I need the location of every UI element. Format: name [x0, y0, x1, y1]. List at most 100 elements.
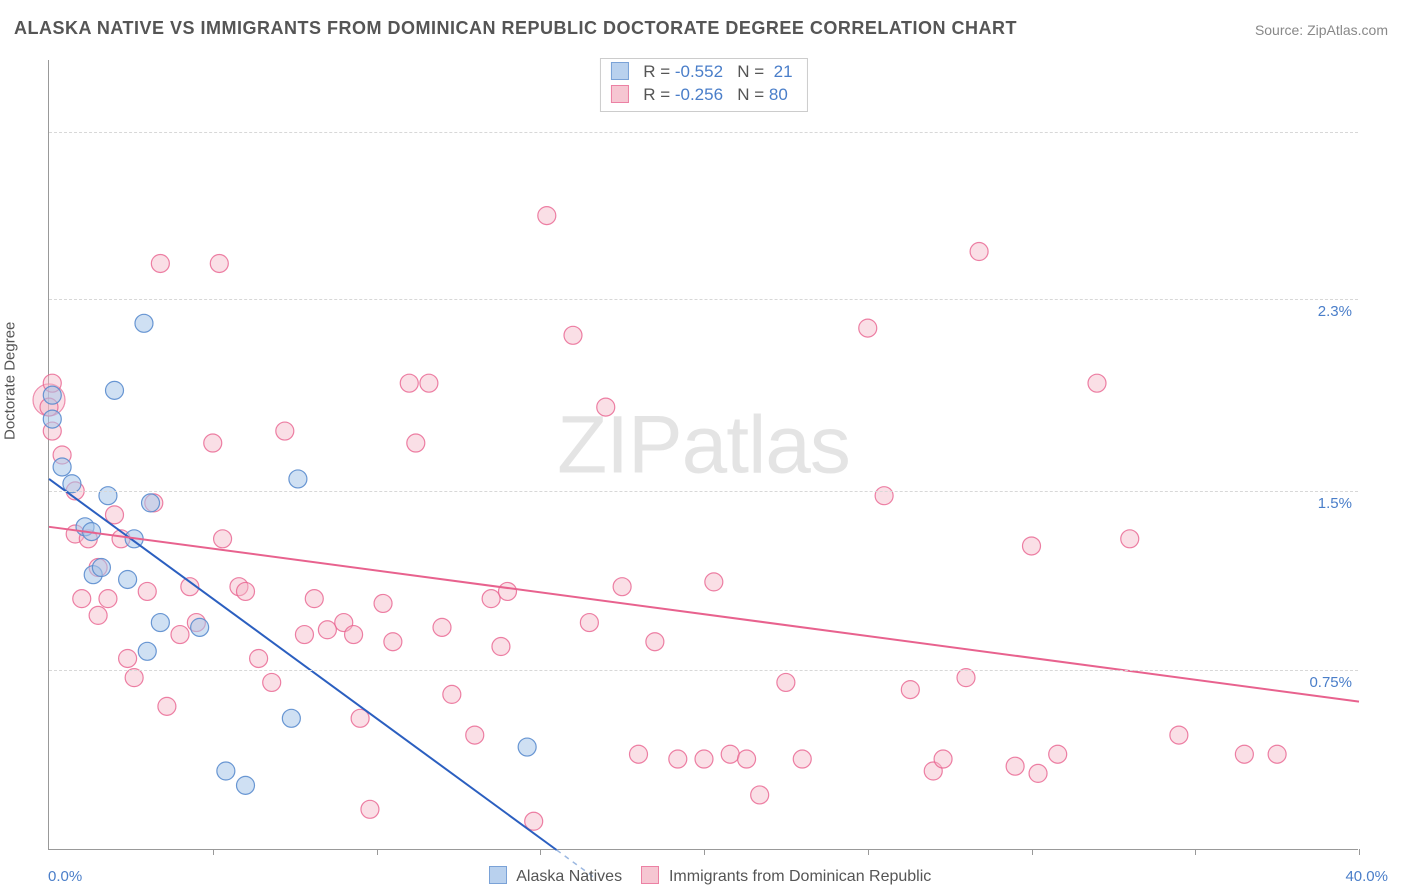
source-label: Source: ZipAtlas.com	[1255, 22, 1388, 38]
legend-swatch-pink	[610, 85, 628, 103]
scatter-point	[305, 590, 323, 608]
scatter-point	[210, 254, 228, 272]
x-tick	[377, 849, 378, 855]
r-value-2: -0.256	[675, 85, 723, 104]
scatter-point	[492, 638, 510, 656]
chart-svg	[49, 60, 1358, 849]
scatter-point	[433, 618, 451, 636]
n-value-2: 80	[769, 85, 788, 104]
scatter-point	[1023, 537, 1041, 555]
scatter-point	[518, 738, 536, 756]
x-tick	[868, 849, 869, 855]
scatter-point	[384, 633, 402, 651]
r-value-1: -0.552	[675, 62, 723, 81]
scatter-point	[482, 590, 500, 608]
scatter-point	[237, 582, 255, 600]
x-tick	[1359, 849, 1360, 855]
scatter-point	[263, 673, 281, 691]
n-label: N =	[728, 62, 769, 81]
scatter-point	[466, 726, 484, 744]
scatter-point	[630, 745, 648, 763]
x-tick	[1032, 849, 1033, 855]
scatter-point	[204, 434, 222, 452]
scatter-point	[217, 762, 235, 780]
scatter-point	[751, 786, 769, 804]
x-tick-max: 40.0%	[1345, 868, 1388, 885]
scatter-point	[138, 582, 156, 600]
scatter-point	[135, 314, 153, 332]
scatter-point	[361, 800, 379, 818]
scatter-point	[793, 750, 811, 768]
scatter-point	[420, 374, 438, 392]
scatter-point	[400, 374, 418, 392]
x-tick	[213, 849, 214, 855]
gridline	[49, 670, 1358, 671]
correlation-legend-box: R = -0.552 N = 21 R = -0.256 N = 80	[599, 58, 807, 112]
gridline	[49, 299, 1358, 300]
scatter-point	[669, 750, 687, 768]
scatter-point	[859, 319, 877, 337]
scatter-point	[276, 422, 294, 440]
scatter-point	[318, 621, 336, 639]
scatter-point	[646, 633, 664, 651]
scatter-point	[721, 745, 739, 763]
bottom-legend: Alaska Natives Immigrants from Dominican…	[0, 866, 1406, 886]
x-tick	[1195, 849, 1196, 855]
regression-line	[49, 527, 1359, 702]
legend-swatch-blue	[610, 62, 628, 80]
y-tick-label: 1.5%	[1318, 495, 1352, 512]
scatter-point	[191, 618, 209, 636]
scatter-point	[282, 709, 300, 727]
scatter-point	[538, 207, 556, 225]
scatter-point	[158, 697, 176, 715]
bottom-swatch-blue	[489, 866, 507, 884]
scatter-point	[250, 649, 268, 667]
scatter-point	[407, 434, 425, 452]
scatter-point	[138, 642, 156, 660]
y-tick-label: 2.3%	[1318, 303, 1352, 320]
scatter-point	[695, 750, 713, 768]
scatter-point	[289, 470, 307, 488]
scatter-point	[580, 614, 598, 632]
scatter-point	[151, 614, 169, 632]
scatter-point	[970, 243, 988, 261]
scatter-point	[99, 487, 117, 505]
scatter-point	[237, 776, 255, 794]
chart-title: ALASKA NATIVE VS IMMIGRANTS FROM DOMINIC…	[14, 18, 1017, 39]
scatter-point	[119, 649, 137, 667]
scatter-point	[1088, 374, 1106, 392]
scatter-point	[1170, 726, 1188, 744]
y-tick-label: 0.75%	[1309, 674, 1352, 691]
scatter-point	[92, 559, 110, 577]
scatter-point	[597, 398, 615, 416]
x-tick	[704, 849, 705, 855]
plot-area: ZIPatlas R = -0.552 N = 21 R = -0.256 N …	[48, 60, 1358, 850]
scatter-point	[89, 606, 107, 624]
r-label: R =	[643, 85, 675, 104]
n-label: N =	[728, 85, 769, 104]
scatter-point	[73, 590, 91, 608]
bottom-swatch-pink	[641, 866, 659, 884]
scatter-point	[1006, 757, 1024, 775]
bottom-legend-label-1: Alaska Natives	[516, 868, 622, 885]
x-tick-min: 0.0%	[48, 868, 82, 885]
scatter-point	[443, 685, 461, 703]
scatter-point	[1235, 745, 1253, 763]
scatter-point	[564, 326, 582, 344]
scatter-point	[106, 381, 124, 399]
scatter-point	[613, 578, 631, 596]
scatter-point	[142, 494, 160, 512]
bottom-legend-label-2: Immigrants from Dominican Republic	[669, 868, 931, 885]
scatter-point	[43, 410, 61, 428]
scatter-point	[151, 254, 169, 272]
legend-row-2: R = -0.256 N = 80	[610, 84, 792, 107]
scatter-point	[705, 573, 723, 591]
scatter-point	[295, 626, 313, 644]
scatter-point	[1268, 745, 1286, 763]
scatter-point	[345, 626, 363, 644]
gridline	[49, 491, 1358, 492]
scatter-point	[1121, 530, 1139, 548]
x-tick	[540, 849, 541, 855]
scatter-point	[374, 594, 392, 612]
y-axis-label: Doctorate Degree	[2, 322, 19, 440]
